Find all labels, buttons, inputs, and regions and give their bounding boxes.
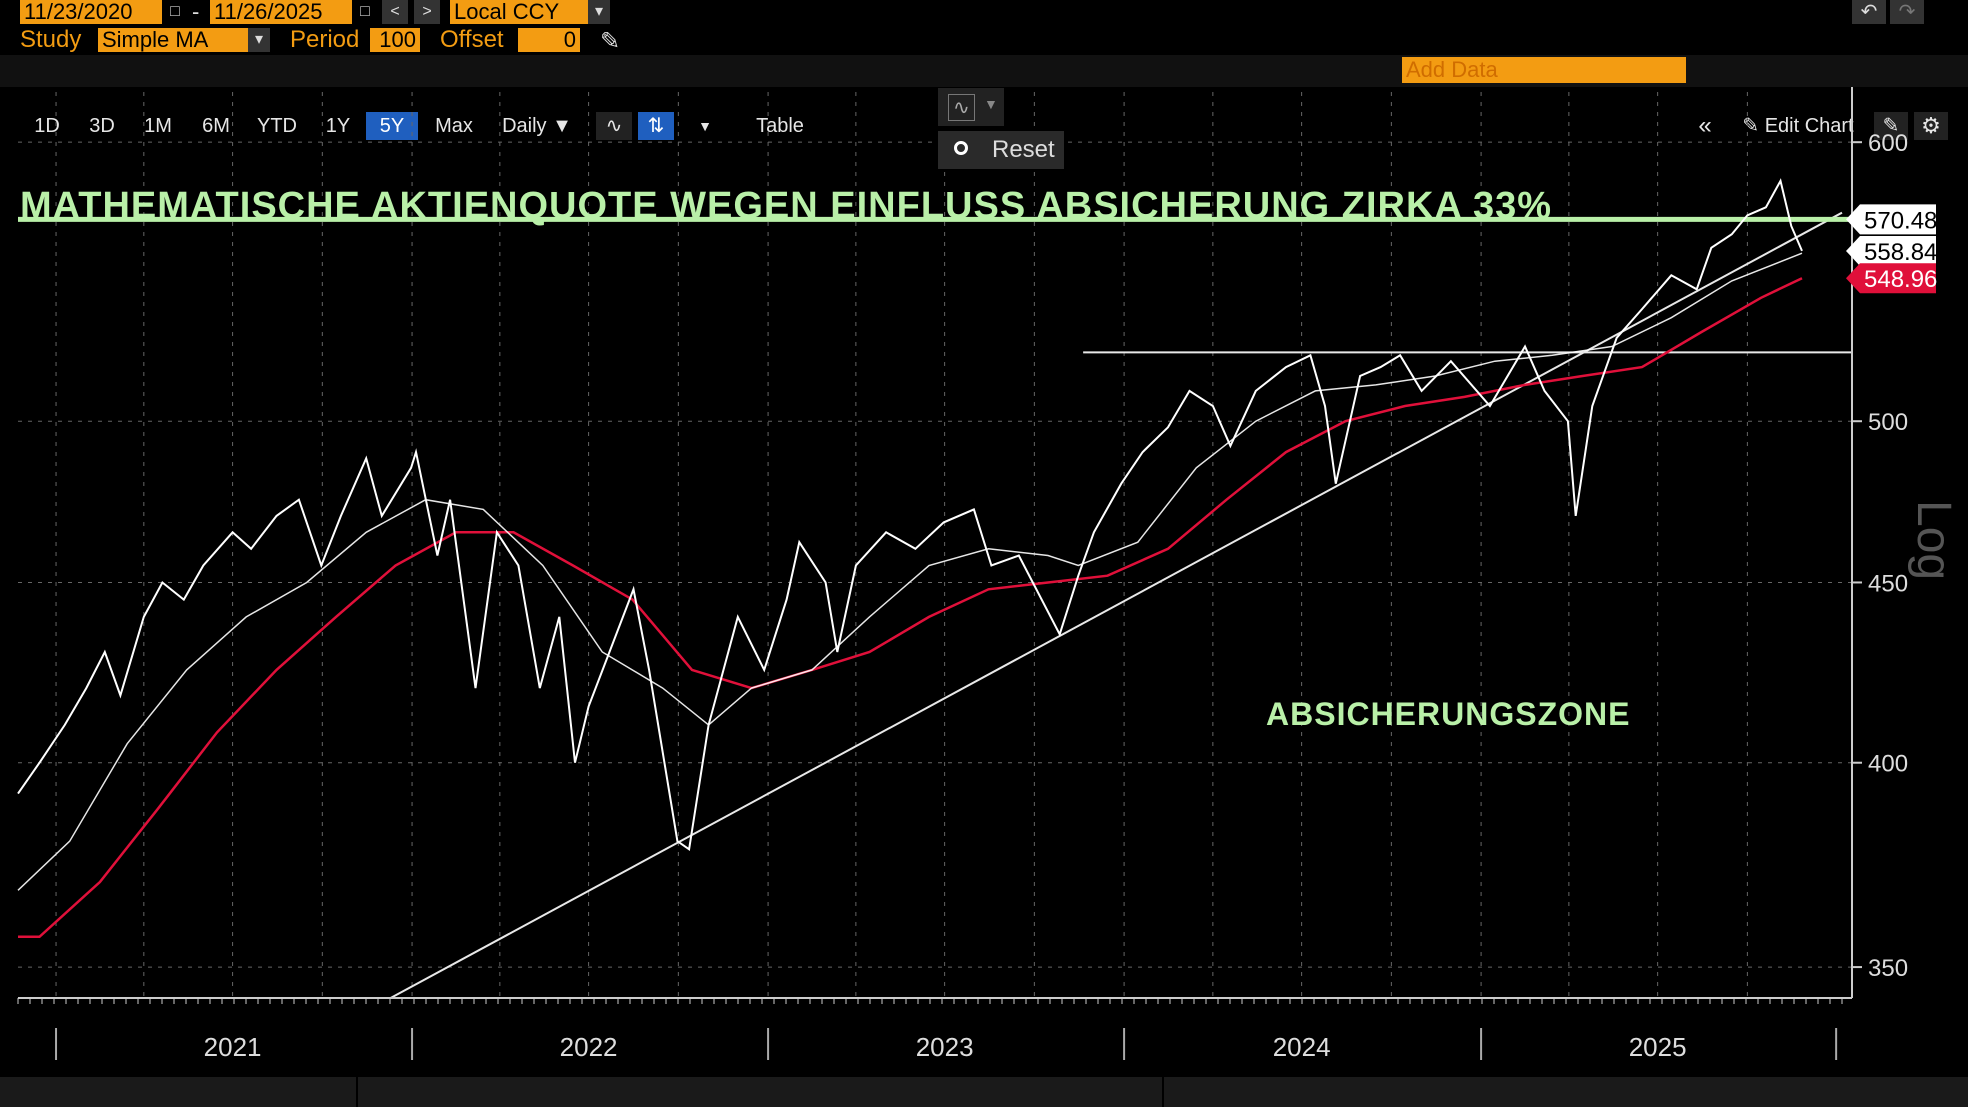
last-value-tag: 548.96 (1846, 263, 1937, 294)
toolbar-row-dates: 11/23/2020 □ - 11/26/2025 □ < > Local CC… (0, 0, 1968, 25)
range-5y-button[interactable]: 5Y (366, 112, 418, 140)
price-chart[interactable]: 350 400 450 500 600 2021 2022 2023 2024 2025 570.4… (0, 87, 1968, 1077)
study-label: Study (20, 26, 82, 53)
range-3d-button[interactable]: 3D (89, 115, 115, 137)
chart-type-dropdown-icon[interactable]: ▼ (698, 118, 712, 134)
last-value-tag: 570.48 (1846, 204, 1937, 235)
range-max-button[interactable]: Max (435, 115, 473, 137)
edit-pencil-icon: ✎ (1742, 115, 1760, 137)
last-value-tag-bg (1846, 204, 1936, 235)
date-separator: - (192, 0, 200, 24)
chart-mode-toggle[interactable]: ∿ ▼ (938, 88, 1004, 126)
reset-label: Reset (992, 136, 1055, 163)
moving-average-white-line (17, 252, 1803, 891)
frequency-label: Daily (502, 115, 547, 137)
x-tick-label: 2022 (560, 1032, 618, 1062)
frequency-dropdown-icon: ▼ (552, 115, 572, 137)
price-line (17, 178, 1803, 852)
x-tick-label: 2024 (1273, 1032, 1331, 1062)
bar-chart-icon[interactable]: ⇅ (638, 112, 674, 140)
radio-icon (954, 141, 968, 155)
currency-dropdown-icon[interactable]: ▾ (588, 0, 610, 24)
x-tick-label: 2023 (916, 1032, 974, 1062)
chart-area[interactable]: 350 400 450 500 600 2021 2022 2023 2024 2025 570.4… (0, 87, 1968, 1077)
table-button[interactable]: Table (756, 115, 804, 137)
range-1m-button[interactable]: 1M (144, 115, 172, 137)
study-select[interactable]: Simple MA (98, 28, 248, 52)
end-date-field[interactable]: 11/26/2025 (210, 0, 352, 24)
redo-icon[interactable]: ↷ (1890, 0, 1924, 24)
range-ytd-button[interactable]: YTD (257, 115, 297, 137)
last-value-tag: 558.84 (1846, 235, 1937, 266)
undo-icon[interactable]: ↶ (1852, 0, 1886, 24)
frequency-select[interactable]: Daily ▼ (492, 112, 582, 140)
edit-chart-label: Edit Chart (1764, 115, 1854, 137)
y-tick-label: 450 (1868, 570, 1908, 597)
range-1d-button[interactable]: 1D (34, 115, 60, 137)
last-value-tag-bg (1846, 235, 1936, 266)
end-calendar-icon[interactable]: □ (352, 0, 378, 24)
last-value-tag-label: 548.96 (1864, 266, 1937, 293)
bottom-panel-2[interactable] (358, 1077, 1164, 1107)
prev-period-button[interactable]: < (382, 0, 408, 24)
headline-annotation: MATHEMATISCHE AKTIENQUOTE WEGEN EINFLUSS… (20, 185, 1552, 227)
collapse-icon[interactable]: « (1698, 112, 1712, 139)
last-value-tag-label: 558.84 (1864, 239, 1937, 266)
y-tick-label: 400 (1868, 751, 1908, 778)
mini-dropdown-icon: ▼ (984, 96, 998, 112)
currency-select[interactable]: Local CCY (450, 0, 590, 24)
period-input[interactable]: 100 (370, 28, 420, 52)
study-dropdown-icon[interactable]: ▾ (248, 28, 270, 52)
line-chart-icon[interactable]: ∿ (596, 112, 632, 140)
offset-input[interactable]: 0 (518, 28, 580, 52)
toolbar-row-range: 1D 3D 1M 6M YTD 1Y 5Y Max Daily ▼ ∿ ⇅ ▼ … (0, 55, 1968, 140)
y-tick-label: 500 (1868, 409, 1908, 436)
bottom-panel-1[interactable] (0, 1077, 358, 1107)
add-data-input[interactable]: Add Data (1402, 57, 1686, 83)
bottom-panel-3[interactable] (1164, 1077, 1968, 1107)
log-scale-label: Log (1907, 500, 1960, 580)
start-date-field[interactable]: 11/23/2020 (20, 0, 162, 24)
range-1y-button[interactable]: 1Y (325, 115, 351, 137)
period-label: Period (290, 26, 360, 53)
edit-chart-button[interactable]: ✎ Edit Chart (1730, 112, 1866, 140)
start-calendar-icon[interactable]: □ (162, 0, 188, 24)
last-value-tag-label: 570.48 (1864, 207, 1937, 234)
support-trendline (390, 211, 1843, 999)
moving-average-red-line (18, 277, 1803, 939)
y-tick-label: 350 (1868, 955, 1908, 982)
toolbar-row-study: Study Simple MA ▾ Period 100 Offset 0 ✎ (0, 25, 1968, 55)
next-period-button[interactable]: > (414, 0, 440, 24)
x-tick-label: 2025 (1629, 1032, 1687, 1062)
pencil-icon[interactable]: ✎ (600, 28, 621, 55)
mini-chart-icon: ∿ (948, 94, 975, 121)
x-tick-label: 2021 (204, 1032, 262, 1062)
reset-button[interactable]: Reset (938, 131, 1064, 169)
offset-label: Offset (440, 26, 504, 53)
zone-annotation: ABSICHERUNGSZONE (1266, 696, 1630, 732)
last-value-tag-bg (1846, 263, 1936, 294)
bottom-panel-bar (0, 1077, 1968, 1107)
y-tick-label: 600 (1868, 130, 1908, 157)
annotate-icon[interactable]: ✎ (1874, 112, 1908, 140)
range-6m-button[interactable]: 6M (202, 115, 230, 137)
settings-gear-icon[interactable]: ⚙ (1914, 112, 1948, 140)
